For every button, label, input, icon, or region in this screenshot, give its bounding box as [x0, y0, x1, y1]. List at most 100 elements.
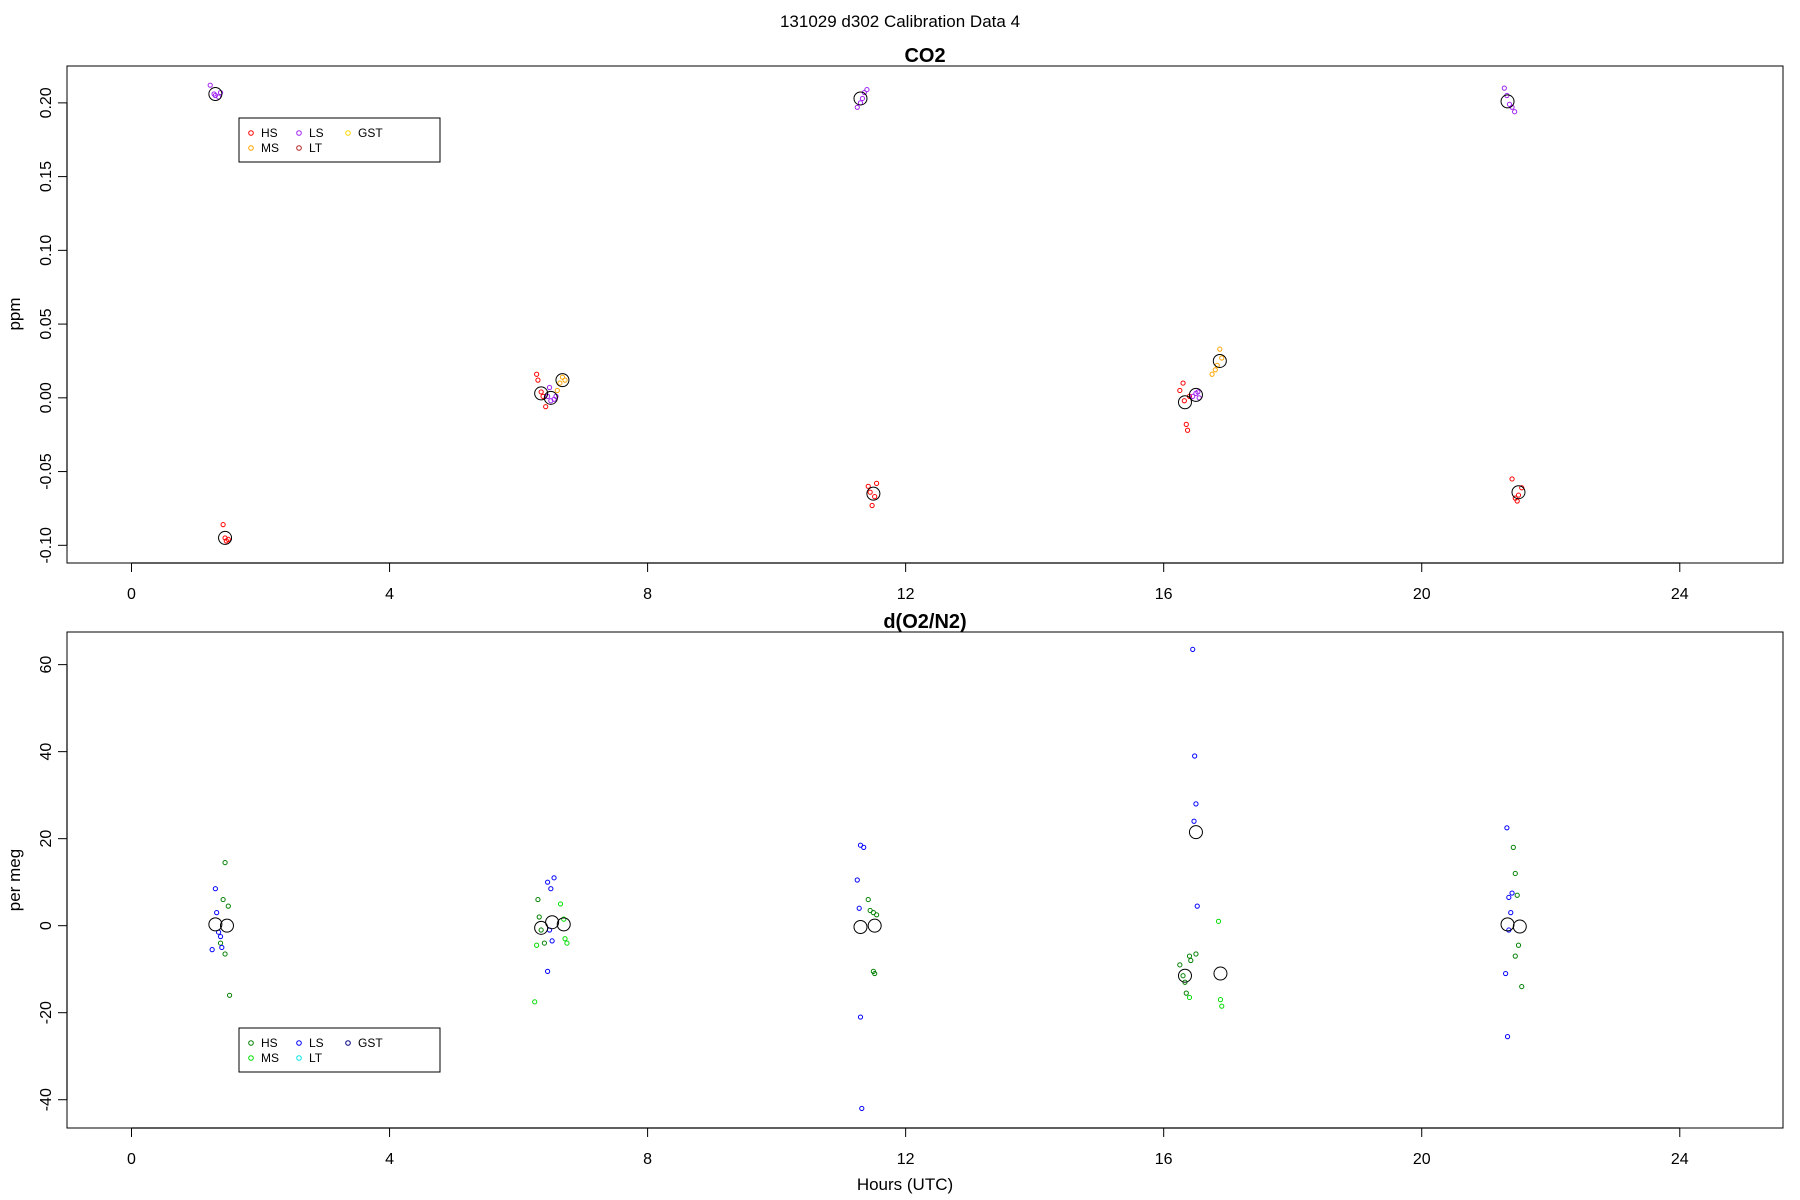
co2-point-hs [869, 502, 875, 509]
o2n2-mean-marker [1177, 968, 1192, 983]
o2n2-mean-marker [534, 920, 549, 935]
co2-point-hs [867, 489, 873, 495]
o2n2-point-ls [548, 886, 554, 892]
co2-point-ms [562, 377, 568, 383]
o2n2-y-tick-label: 40 [38, 743, 55, 761]
o2n2-point-hs [1177, 962, 1183, 968]
co2-mean-marker [866, 486, 881, 501]
o2n2-point-ls [1504, 825, 1510, 831]
co2-point-ls [1506, 101, 1513, 107]
co2-point-hs [543, 404, 549, 410]
co2-chart-title: CO2 [904, 45, 945, 67]
co2-point-hs [1181, 398, 1187, 404]
o2n2-point-hs [1510, 844, 1516, 850]
o2n2-point-ms [532, 999, 538, 1005]
o2n2-point-ms [1215, 918, 1222, 924]
co2-point-ls [207, 82, 213, 88]
o2n2-mean-marker [1512, 919, 1527, 934]
co2-legend-label-ls: LS [309, 126, 324, 140]
co2-mean-marker [1500, 94, 1515, 109]
co2-point-hs [225, 536, 231, 543]
co2-legend-label-lt: LT [309, 141, 323, 155]
o2n2-y-tick-label: 20 [38, 830, 55, 848]
o2n2-panel: d(O2/N2) per meg 0 4 8 12 16 20 24 -40 -20 0 20 40 6… [5, 611, 1784, 1168]
co2-mean-marker [208, 87, 223, 102]
co2-point-ms [554, 387, 560, 394]
co2-point-ls [1195, 389, 1201, 395]
co2-point-ms [1219, 355, 1225, 361]
o2n2-point-ls [859, 1105, 865, 1112]
o2n2-point-hs [222, 859, 228, 866]
co2-x-tick-label: 0 [127, 586, 136, 603]
o2n2-point-ms [561, 916, 567, 922]
o2n2-mean-marker [853, 919, 868, 934]
o2n2-legend-label-ls: LS [309, 1036, 324, 1050]
co2-point-hs [1177, 387, 1183, 394]
o2n2-point-ms [534, 942, 540, 948]
o2n2-point-ms [1186, 994, 1193, 1001]
co2-point-ls [1512, 109, 1518, 115]
o2n2-point-ls [545, 968, 551, 974]
o2n2-x-tick-label: 16 [1155, 1151, 1173, 1168]
o2n2-point-ls [854, 877, 860, 883]
o2n2-point-ms [557, 901, 564, 907]
o2n2-point-hs [538, 927, 544, 933]
co2-mean-marker [853, 91, 868, 106]
co2-legend-swatch-ms [248, 145, 254, 151]
co2-legend-swatch-lt [296, 145, 302, 151]
o2n2-x-tick-label: 12 [897, 1151, 915, 1168]
o2n2-point-ms [564, 940, 570, 946]
o2n2-mean-marker [1188, 825, 1203, 840]
co2-point-ls [864, 86, 870, 93]
co2-mean-marker [534, 386, 549, 401]
o2n2-point-ls [545, 879, 551, 885]
o2n2-point-hs [1512, 953, 1518, 959]
co2-point-ls [1190, 393, 1196, 399]
o2n2-point-hs [1514, 892, 1520, 898]
o2n2-point-ls [217, 933, 224, 940]
o2n2-point-ls [856, 905, 862, 911]
o2n2-legend-label-hs: HS [261, 1036, 278, 1050]
o2n2-point-ls [1503, 970, 1509, 977]
co2-y-axis-label: ppm [5, 297, 24, 330]
co2-mean-marker [218, 530, 233, 545]
co2-legend-box [238, 117, 441, 163]
co2-legend-swatch-ls [296, 130, 302, 136]
o2n2-x-tick-label: 0 [127, 1151, 136, 1168]
co2-mean-marker [1212, 353, 1227, 368]
co2-y-tick-label: 0.05 [38, 308, 55, 339]
o2n2-mean-marker [867, 918, 882, 933]
co2-point-hs [538, 389, 544, 395]
o2n2-legend-label-gst: GST [358, 1036, 383, 1050]
co2-x-tick-label: 24 [1671, 586, 1689, 603]
o2n2-point-ls [1506, 894, 1512, 901]
o2n2-y-tick-label: -20 [38, 1001, 55, 1024]
o2n2-point-ls [212, 886, 218, 892]
o2n2-point-ms [1217, 997, 1224, 1003]
co2-x-tick-label: 4 [385, 586, 394, 603]
co2-y-tick-label: 0.10 [38, 235, 55, 266]
o2n2-point-hs [874, 912, 880, 918]
co2-point-hs [535, 377, 541, 383]
o2n2-point-hs [217, 940, 224, 946]
o2n2-point-ls [219, 944, 225, 951]
o2n2-point-hs [1180, 973, 1186, 979]
co2-point-ls [854, 104, 860, 110]
o2n2-point-ls [1508, 910, 1514, 916]
o2n2-point-ls [861, 844, 867, 850]
o2n2-point-hs [1519, 983, 1525, 990]
page-title: 131029 d302 Calibration Data 4 [780, 12, 1020, 31]
o2n2-point-ls [1191, 818, 1197, 824]
o2n2-point-ls [1192, 753, 1198, 759]
o2n2-x-tick-label: 20 [1413, 1151, 1431, 1168]
o2n2-point-ls [1190, 646, 1196, 653]
co2-point-hs [220, 522, 226, 528]
o2n2-legend-swatch-hs [248, 1040, 254, 1046]
o2n2-y-tick-label: -40 [38, 1088, 55, 1111]
o2n2-point-ls [1193, 801, 1199, 807]
co2-y-tick-label: -0.05 [38, 453, 55, 490]
o2n2-point-hs [226, 992, 233, 998]
x-axis-label: Hours (UTC) [857, 1175, 953, 1194]
